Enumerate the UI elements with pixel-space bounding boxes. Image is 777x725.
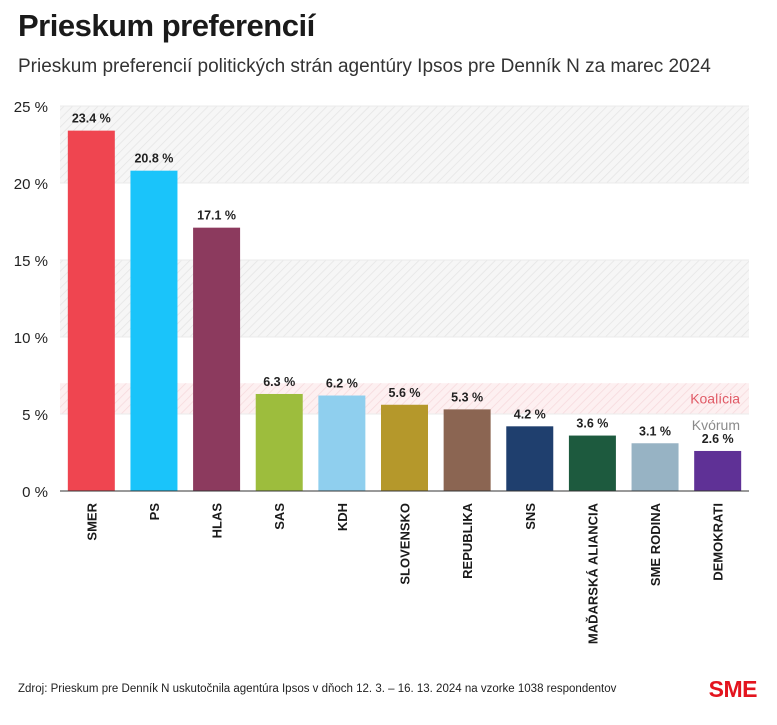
bar (130, 170, 178, 491)
y-axis: 0 % 5 % 10 % 15 % 20 % 25 % (14, 99, 48, 501)
x-axis: SMER PS HLAS SAS KDH SLOVENSKO REPUBLIKA SNS MAĎ… (60, 490, 749, 644)
data-label: 5.3 % (451, 390, 483, 404)
bar (506, 426, 554, 491)
data-label: 23.4 % (72, 112, 111, 126)
data-label: 6.3 % (263, 375, 295, 389)
y-tick-label: 20 % (14, 176, 48, 193)
y-tick-label: 0 % (22, 484, 48, 501)
data-label: 3.6 % (576, 417, 608, 431)
bar (193, 227, 241, 491)
quorum-label: Kvórum (692, 417, 740, 433)
x-tick-label: DEMOKRATI (711, 503, 726, 581)
hatched-band (60, 106, 749, 183)
x-tick-label: SAS (272, 503, 287, 530)
chart-subtitle: Prieskum preferencií politických strán a… (18, 56, 711, 77)
x-tick-label: HLAS (210, 503, 225, 539)
data-label: 17.1 % (197, 209, 236, 223)
threshold-labels: Koalícia Kvórum (690, 391, 740, 433)
x-tick-label: SME RODINA (648, 502, 663, 586)
bar (443, 409, 491, 491)
bar (255, 393, 303, 491)
data-labels: 23.4 % 20.8 % 17.1 % 6.3 % 6.2 % 5.6 % 5.3 % 4.… (72, 112, 734, 446)
bar-chart: 0 % 5 % 10 % 15 % 20 % 25 % 23.4 % 20.8 % 17.1 … (14, 99, 749, 644)
x-tick-label: SLOVENSKO (398, 503, 413, 585)
y-tick-label: 10 % (14, 330, 48, 347)
sme-logo: SME (708, 676, 758, 702)
data-label: 2.6 % (702, 432, 734, 446)
data-label: 6.2 % (326, 377, 358, 391)
x-tick-label: MAĎARSKÁ ALIANCIA (585, 502, 600, 644)
data-label: 5.6 % (389, 386, 421, 400)
x-tick-label: REPUBLIKA (460, 502, 475, 578)
bar (67, 130, 115, 491)
coalition-label: Koalícia (690, 391, 740, 407)
x-tick-label: KDH (335, 503, 350, 531)
source-note: Zdroj: Prieskum pre Denník N uskutočnila… (18, 683, 617, 695)
bar (631, 443, 679, 491)
y-tick-label: 25 % (14, 99, 48, 116)
data-label: 3.1 % (639, 424, 671, 438)
bars (67, 130, 742, 491)
y-tick-label: 15 % (14, 253, 48, 270)
bar (694, 450, 742, 491)
bar (318, 395, 366, 491)
x-tick-label: SNS (523, 503, 538, 530)
x-tick-label: SMER (84, 502, 99, 540)
data-label: 4.2 % (514, 407, 546, 421)
x-tick-label: PS (147, 503, 162, 521)
data-label: 20.8 % (134, 152, 173, 166)
bar (381, 404, 428, 491)
bar (568, 435, 616, 491)
chart-title: Prieskum preferencií (18, 8, 315, 43)
y-tick-label: 5 % (22, 407, 48, 424)
